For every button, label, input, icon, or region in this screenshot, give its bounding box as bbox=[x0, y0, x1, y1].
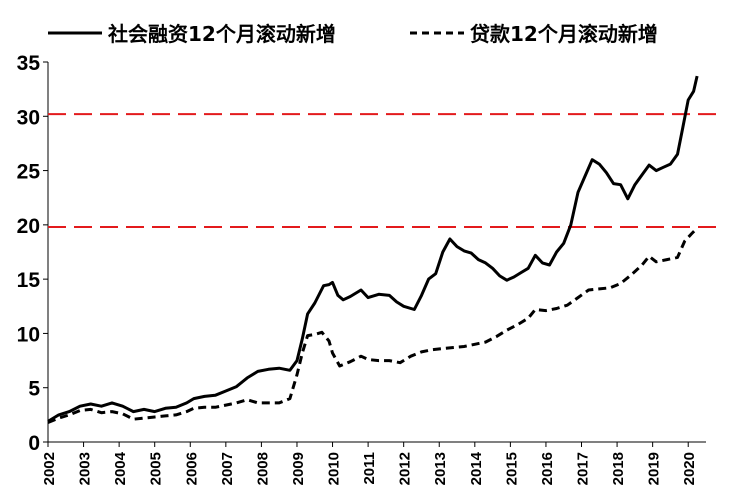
y-tick-label: 35 bbox=[17, 52, 41, 75]
x-tick-label: 2013 bbox=[432, 452, 449, 485]
x-tick-label: 2004 bbox=[112, 451, 129, 485]
x-tick-label: 2014 bbox=[468, 451, 485, 485]
y-tick-label: 25 bbox=[17, 161, 41, 184]
x-tick-label: 2006 bbox=[183, 452, 200, 485]
x-tick-label: 2012 bbox=[397, 452, 414, 485]
x-tick-label: 2018 bbox=[610, 452, 627, 485]
x-tick-label: 2016 bbox=[539, 452, 556, 485]
series-line-social-financing bbox=[47, 75, 699, 423]
series-line-loans bbox=[47, 227, 699, 424]
x-tick-label: 2008 bbox=[254, 452, 271, 485]
y-tick-label: 10 bbox=[17, 323, 40, 346]
x-tick-label: 2003 bbox=[77, 452, 94, 485]
series-lines bbox=[47, 75, 699, 424]
x-axis-ticks: 2002 2003 2004 2005 2006 2007 2008 2009 2010 2011… bbox=[41, 442, 698, 485]
y-tick-label: 0 bbox=[28, 432, 40, 455]
x-tick-label: 2005 bbox=[148, 452, 165, 485]
y-tick-label: 15 bbox=[17, 269, 41, 292]
reference-lines bbox=[48, 113, 718, 229]
legend-label-loans: 贷款12个月滚动新增 bbox=[470, 22, 658, 46]
x-tick-label: 2011 bbox=[361, 452, 378, 485]
y-tick-label: 5 bbox=[28, 378, 40, 401]
x-tick-label: 2009 bbox=[290, 452, 307, 485]
y-tick-label: 30 bbox=[17, 106, 40, 129]
x-tick-label: 2017 bbox=[575, 452, 592, 485]
x-tick-label: 2015 bbox=[503, 452, 520, 485]
x-tick-label: 2019 bbox=[646, 452, 663, 485]
x-tick-label: 2002 bbox=[41, 452, 58, 485]
y-axis-ticks: 0 5 10 15 20 25 30 35 bbox=[17, 52, 48, 455]
x-tick-label: 2020 bbox=[681, 452, 698, 485]
x-tick-label: 2007 bbox=[219, 452, 236, 485]
y-tick-label: 20 bbox=[17, 215, 40, 238]
legend: 社会融资12个月滚动新增 贷款12个月滚动新增 bbox=[48, 22, 658, 46]
legend-label-social-financing: 社会融资12个月滚动新增 bbox=[107, 22, 336, 46]
x-tick-label: 2010 bbox=[326, 452, 343, 485]
